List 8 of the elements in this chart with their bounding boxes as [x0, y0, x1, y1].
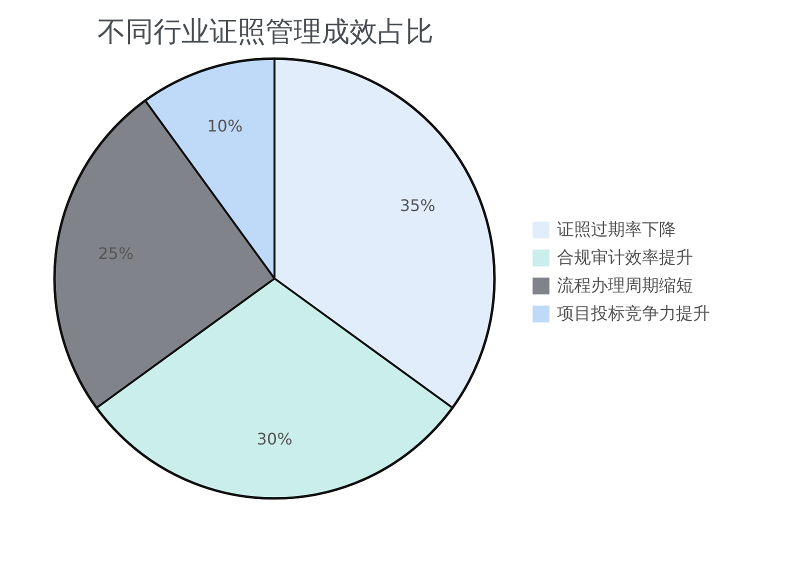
legend-label: 流程办理周期缩短 [557, 275, 693, 297]
data-label: 10% [207, 116, 243, 136]
data-label: 35% [400, 196, 436, 216]
data-label: 30% [256, 430, 292, 449]
legend-label: 项目投标竞争力提升 [557, 303, 710, 325]
legend-label: 证照过期率下降 [557, 219, 676, 241]
legend-label: 合规审计效率提升 [557, 247, 693, 269]
chart-title: 不同行业证照管理成效占比 [98, 15, 434, 48]
